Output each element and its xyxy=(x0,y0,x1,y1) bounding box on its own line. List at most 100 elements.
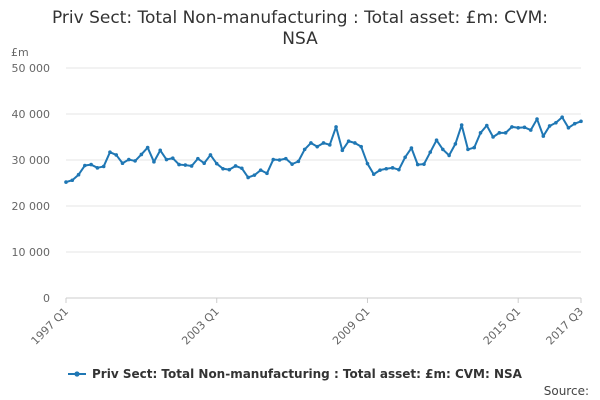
data-point[interactable] xyxy=(441,147,445,152)
data-point[interactable] xyxy=(491,135,495,139)
y-tick-label: 10 000 xyxy=(12,246,51,259)
data-point[interactable] xyxy=(252,173,257,177)
data-point[interactable] xyxy=(108,150,112,154)
data-point[interactable] xyxy=(240,166,244,171)
data-point[interactable] xyxy=(164,157,169,162)
data-point[interactable] xyxy=(170,156,175,160)
data-point[interactable] xyxy=(120,161,125,166)
chart-title-line-2: NSA xyxy=(282,29,318,49)
data-point[interactable] xyxy=(422,162,426,166)
data-point[interactable] xyxy=(497,131,502,135)
y-axis-ticks: 0 10 000 20 000 30 000 40 000 50 000 xyxy=(12,62,51,305)
y-tick-label: 0 xyxy=(43,292,50,305)
x-tick-label: 2009 Q1 xyxy=(330,305,373,348)
data-point[interactable] xyxy=(277,158,282,162)
data-point[interactable] xyxy=(447,153,451,158)
data-point[interactable] xyxy=(233,164,238,168)
legend-label: Priv Sect: Total Non-manufacturing : Tot… xyxy=(92,367,523,381)
legend[interactable]: Priv Sect: Total Non-manufacturing : Tot… xyxy=(68,367,523,381)
data-point[interactable] xyxy=(466,147,470,152)
data-point[interactable] xyxy=(189,164,194,168)
data-point[interactable] xyxy=(227,167,232,172)
data-point[interactable] xyxy=(302,147,307,152)
data-point[interactable] xyxy=(409,146,414,150)
data-point[interactable] xyxy=(95,166,100,170)
data-point[interactable] xyxy=(127,157,131,162)
data-point[interactable] xyxy=(528,128,533,132)
data-point[interactable] xyxy=(64,180,68,184)
data-point[interactable] xyxy=(371,172,376,177)
data-point[interactable] xyxy=(566,126,571,130)
data-point[interactable] xyxy=(472,145,477,150)
data-point[interactable] xyxy=(158,148,163,153)
gridlines xyxy=(66,67,581,299)
data-point[interactable] xyxy=(309,141,313,145)
data-point[interactable] xyxy=(296,159,301,164)
y-axis-unit: £m xyxy=(11,46,29,59)
data-point[interactable] xyxy=(284,156,288,161)
data-point[interactable] xyxy=(114,153,119,157)
data-point[interactable] xyxy=(139,152,144,157)
data-point[interactable] xyxy=(384,166,389,171)
data-point[interactable] xyxy=(484,123,489,128)
y-tick-label: 40 000 xyxy=(12,108,51,121)
data-point[interactable] xyxy=(214,161,219,166)
data-point[interactable] xyxy=(572,121,577,126)
data-point[interactable] xyxy=(510,125,514,129)
data-point[interactable] xyxy=(101,164,106,169)
data-point[interactable] xyxy=(554,120,558,125)
data-point[interactable] xyxy=(397,167,401,172)
data-point[interactable] xyxy=(321,141,326,145)
data-point[interactable] xyxy=(478,131,483,135)
chart-title-line-1: Priv Sect: Total Non-manufacturing : Tot… xyxy=(51,8,549,28)
data-point[interactable] xyxy=(152,160,156,164)
data-point[interactable] xyxy=(503,131,508,135)
x-tick-label: 2015 Q1 xyxy=(481,305,524,348)
data-point[interactable] xyxy=(560,115,564,120)
data-point[interactable] xyxy=(535,117,539,121)
data-point[interactable] xyxy=(271,157,276,162)
data-point[interactable] xyxy=(547,124,552,128)
data-point[interactable] xyxy=(403,155,407,160)
data-point[interactable] xyxy=(133,159,137,163)
data-point[interactable] xyxy=(522,125,527,130)
data-point[interactable] xyxy=(246,175,250,180)
data-point[interactable] xyxy=(428,150,433,154)
data-point[interactable] xyxy=(327,143,332,147)
data-point[interactable] xyxy=(415,162,420,167)
data-point[interactable] xyxy=(145,145,150,150)
data-point[interactable] xyxy=(346,139,351,143)
data-point[interactable] xyxy=(70,178,75,183)
data-point[interactable] xyxy=(390,166,395,170)
data-point[interactable] xyxy=(579,119,583,124)
x-tick-label: 2003 Q1 xyxy=(179,305,222,348)
data-point[interactable] xyxy=(177,162,181,167)
data-point[interactable] xyxy=(516,126,520,130)
data-point[interactable] xyxy=(196,156,200,161)
data-point[interactable] xyxy=(340,148,345,153)
data-point[interactable] xyxy=(208,153,213,157)
data-point[interactable] xyxy=(378,168,382,172)
data-point[interactable] xyxy=(258,168,263,172)
data-point[interactable] xyxy=(202,161,206,166)
data-point[interactable] xyxy=(453,142,458,146)
x-tick-label: 1997 Q1 xyxy=(29,305,72,348)
data-point[interactable] xyxy=(334,125,338,129)
data-point[interactable] xyxy=(353,141,357,145)
data-point[interactable] xyxy=(365,161,370,166)
data-point[interactable] xyxy=(459,123,464,127)
data-point[interactable] xyxy=(315,144,320,149)
data-point[interactable] xyxy=(76,172,81,177)
data-point[interactable] xyxy=(359,144,363,149)
data-point[interactable] xyxy=(83,163,87,168)
data-point[interactable] xyxy=(290,162,294,166)
data-point[interactable] xyxy=(221,166,225,171)
chart-title: Priv Sect: Total Non-manufacturing : Tot… xyxy=(0,8,600,50)
data-point[interactable] xyxy=(541,134,546,138)
source-label: Source: xyxy=(544,384,589,398)
data-point[interactable] xyxy=(434,138,439,143)
data-point[interactable] xyxy=(183,163,188,167)
data-point[interactable] xyxy=(265,171,269,176)
data-point[interactable] xyxy=(89,162,93,167)
